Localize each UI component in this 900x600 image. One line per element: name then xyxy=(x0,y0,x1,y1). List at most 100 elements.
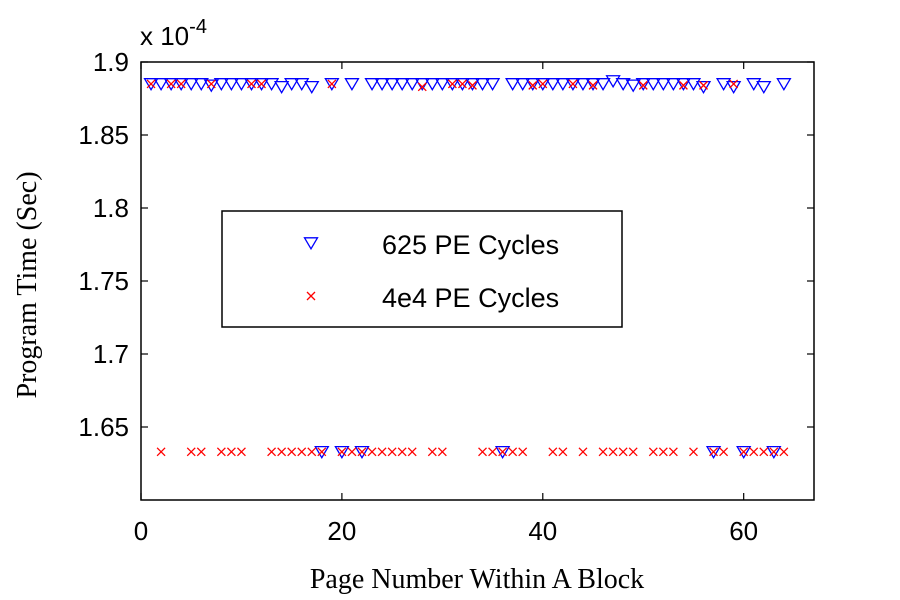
x-tick-label: 0 xyxy=(134,516,148,546)
data-point-4e4-pe xyxy=(236,447,246,457)
data-point-625-pe xyxy=(263,78,280,92)
data-point-625-pe xyxy=(515,78,531,92)
y-tick-label: 1.9 xyxy=(93,47,129,77)
data-point-625-pe xyxy=(645,78,661,92)
data-point-625-pe xyxy=(233,78,250,92)
data-point-625-pe xyxy=(685,78,702,92)
x-tick-label: 40 xyxy=(528,516,557,546)
legend-label-625-pe: 625 PE Cycles xyxy=(382,230,559,260)
data-point-4e4-pe xyxy=(437,447,447,457)
data-point-4e4-pe xyxy=(618,447,628,457)
data-point-625-pe xyxy=(304,80,320,94)
data-point-625-pe xyxy=(253,78,270,92)
y-multiplier-exponent: -4 xyxy=(189,16,207,38)
data-point-4e4-pe xyxy=(417,82,427,92)
y-tick-label: 1.85 xyxy=(78,120,129,150)
data-point-4e4-pe xyxy=(488,447,498,457)
data-point-625-pe xyxy=(243,78,260,92)
data-point-625-pe xyxy=(454,78,471,92)
data-point-625-pe xyxy=(615,78,631,92)
data-point-625-pe xyxy=(776,78,792,92)
data-point-625-pe xyxy=(294,78,310,92)
data-point-4e4-pe xyxy=(367,447,377,457)
data-point-625-pe xyxy=(223,78,240,92)
x-axis: 0 20 40 60 xyxy=(134,62,758,546)
data-point-625-pe xyxy=(595,78,611,92)
data-point-4e4-pe xyxy=(327,79,337,89)
y-multiplier-prefix: x 10 xyxy=(140,21,189,51)
data-point-4e4-pe xyxy=(628,447,638,457)
data-point-625-pe xyxy=(163,78,179,92)
data-point-4e4-pe xyxy=(287,447,297,457)
data-point-4e4-pe xyxy=(307,447,317,457)
data-point-4e4-pe xyxy=(508,447,518,457)
data-point-4e4-pe xyxy=(176,79,186,89)
legend-marker-625-pe xyxy=(303,237,319,251)
data-point-625-pe xyxy=(334,445,350,459)
y-tick-label: 1.8 xyxy=(93,193,129,223)
data-point-4e4-pe xyxy=(196,447,206,457)
data-point-625-pe xyxy=(746,78,762,92)
data-point-625-pe xyxy=(284,78,300,92)
data-point-625-pe xyxy=(143,78,159,92)
data-point-4e4-pe xyxy=(498,447,508,457)
data-point-625-pe xyxy=(575,78,591,92)
data-point-625-pe xyxy=(444,78,461,92)
data-point-625-pe xyxy=(374,78,390,92)
data-point-625-pe xyxy=(655,78,671,92)
data-point-4e4-pe xyxy=(749,447,759,457)
data-point-625-pe xyxy=(535,78,551,92)
data-point-4e4-pe xyxy=(226,447,236,457)
data-point-4e4-pe xyxy=(769,447,779,457)
data-point-625-pe xyxy=(625,79,641,93)
data-point-625-pe xyxy=(525,78,541,92)
data-point-625-pe xyxy=(153,78,169,92)
data-point-4e4-pe xyxy=(297,447,307,457)
data-point-625-pe xyxy=(555,78,571,92)
data-point-4e4-pe xyxy=(548,447,558,457)
x-tick-label: 20 xyxy=(327,516,356,546)
data-point-4e4-pe xyxy=(598,447,608,457)
data-point-4e4-pe xyxy=(277,447,287,457)
data-point-4e4-pe xyxy=(739,447,749,457)
data-point-625-pe xyxy=(173,78,189,92)
data-point-4e4-pe xyxy=(247,79,256,89)
data-point-4e4-pe xyxy=(347,447,357,457)
data-point-4e4-pe xyxy=(357,447,367,457)
data-point-4e4-pe xyxy=(779,447,789,457)
data-point-625-pe xyxy=(665,78,682,92)
data-point-625-pe xyxy=(494,445,511,459)
data-point-4e4-pe xyxy=(729,79,739,89)
data-point-625-pe xyxy=(273,80,290,94)
y-axis-multiplier: x 10-4 xyxy=(140,16,207,51)
legend-triangle-marker xyxy=(303,237,319,251)
data-point-4e4-pe xyxy=(638,80,648,90)
data-point-4e4-pe xyxy=(156,447,166,457)
data-point-4e4-pe xyxy=(538,79,548,89)
data-point-4e4-pe xyxy=(608,447,618,457)
data-point-4e4-pe xyxy=(317,447,327,457)
y-tick-label: 1.7 xyxy=(93,339,129,369)
y-axis: 1.65 1.7 1.75 1.8 1.85 1.9 xyxy=(78,47,814,442)
data-point-625-pe xyxy=(484,78,501,92)
data-point-625-pe xyxy=(434,78,450,92)
data-point-625-pe xyxy=(344,78,360,92)
legend-marker-4e4-pe xyxy=(306,291,316,301)
data-point-4e4-pe xyxy=(186,447,196,457)
data-point-4e4-pe xyxy=(678,80,688,90)
data-point-625-pe xyxy=(635,78,651,92)
data-point-625-pe xyxy=(585,78,601,92)
legend-x-marker xyxy=(306,291,316,301)
data-point-625-pe xyxy=(736,445,752,459)
data-point-4e4-pe xyxy=(588,80,598,90)
data-point-625-pe xyxy=(695,80,712,94)
y-tick-label: 1.75 xyxy=(78,266,129,296)
data-point-625-pe xyxy=(354,445,370,459)
x-tick-label: 60 xyxy=(729,516,758,546)
data-point-4e4-pe xyxy=(578,447,588,457)
data-point-625-pe xyxy=(404,78,420,92)
data-point-4e4-pe xyxy=(468,80,477,90)
data-point-4e4-pe xyxy=(709,447,719,457)
data-point-625-pe xyxy=(675,78,692,92)
data-point-625-pe xyxy=(183,78,199,92)
